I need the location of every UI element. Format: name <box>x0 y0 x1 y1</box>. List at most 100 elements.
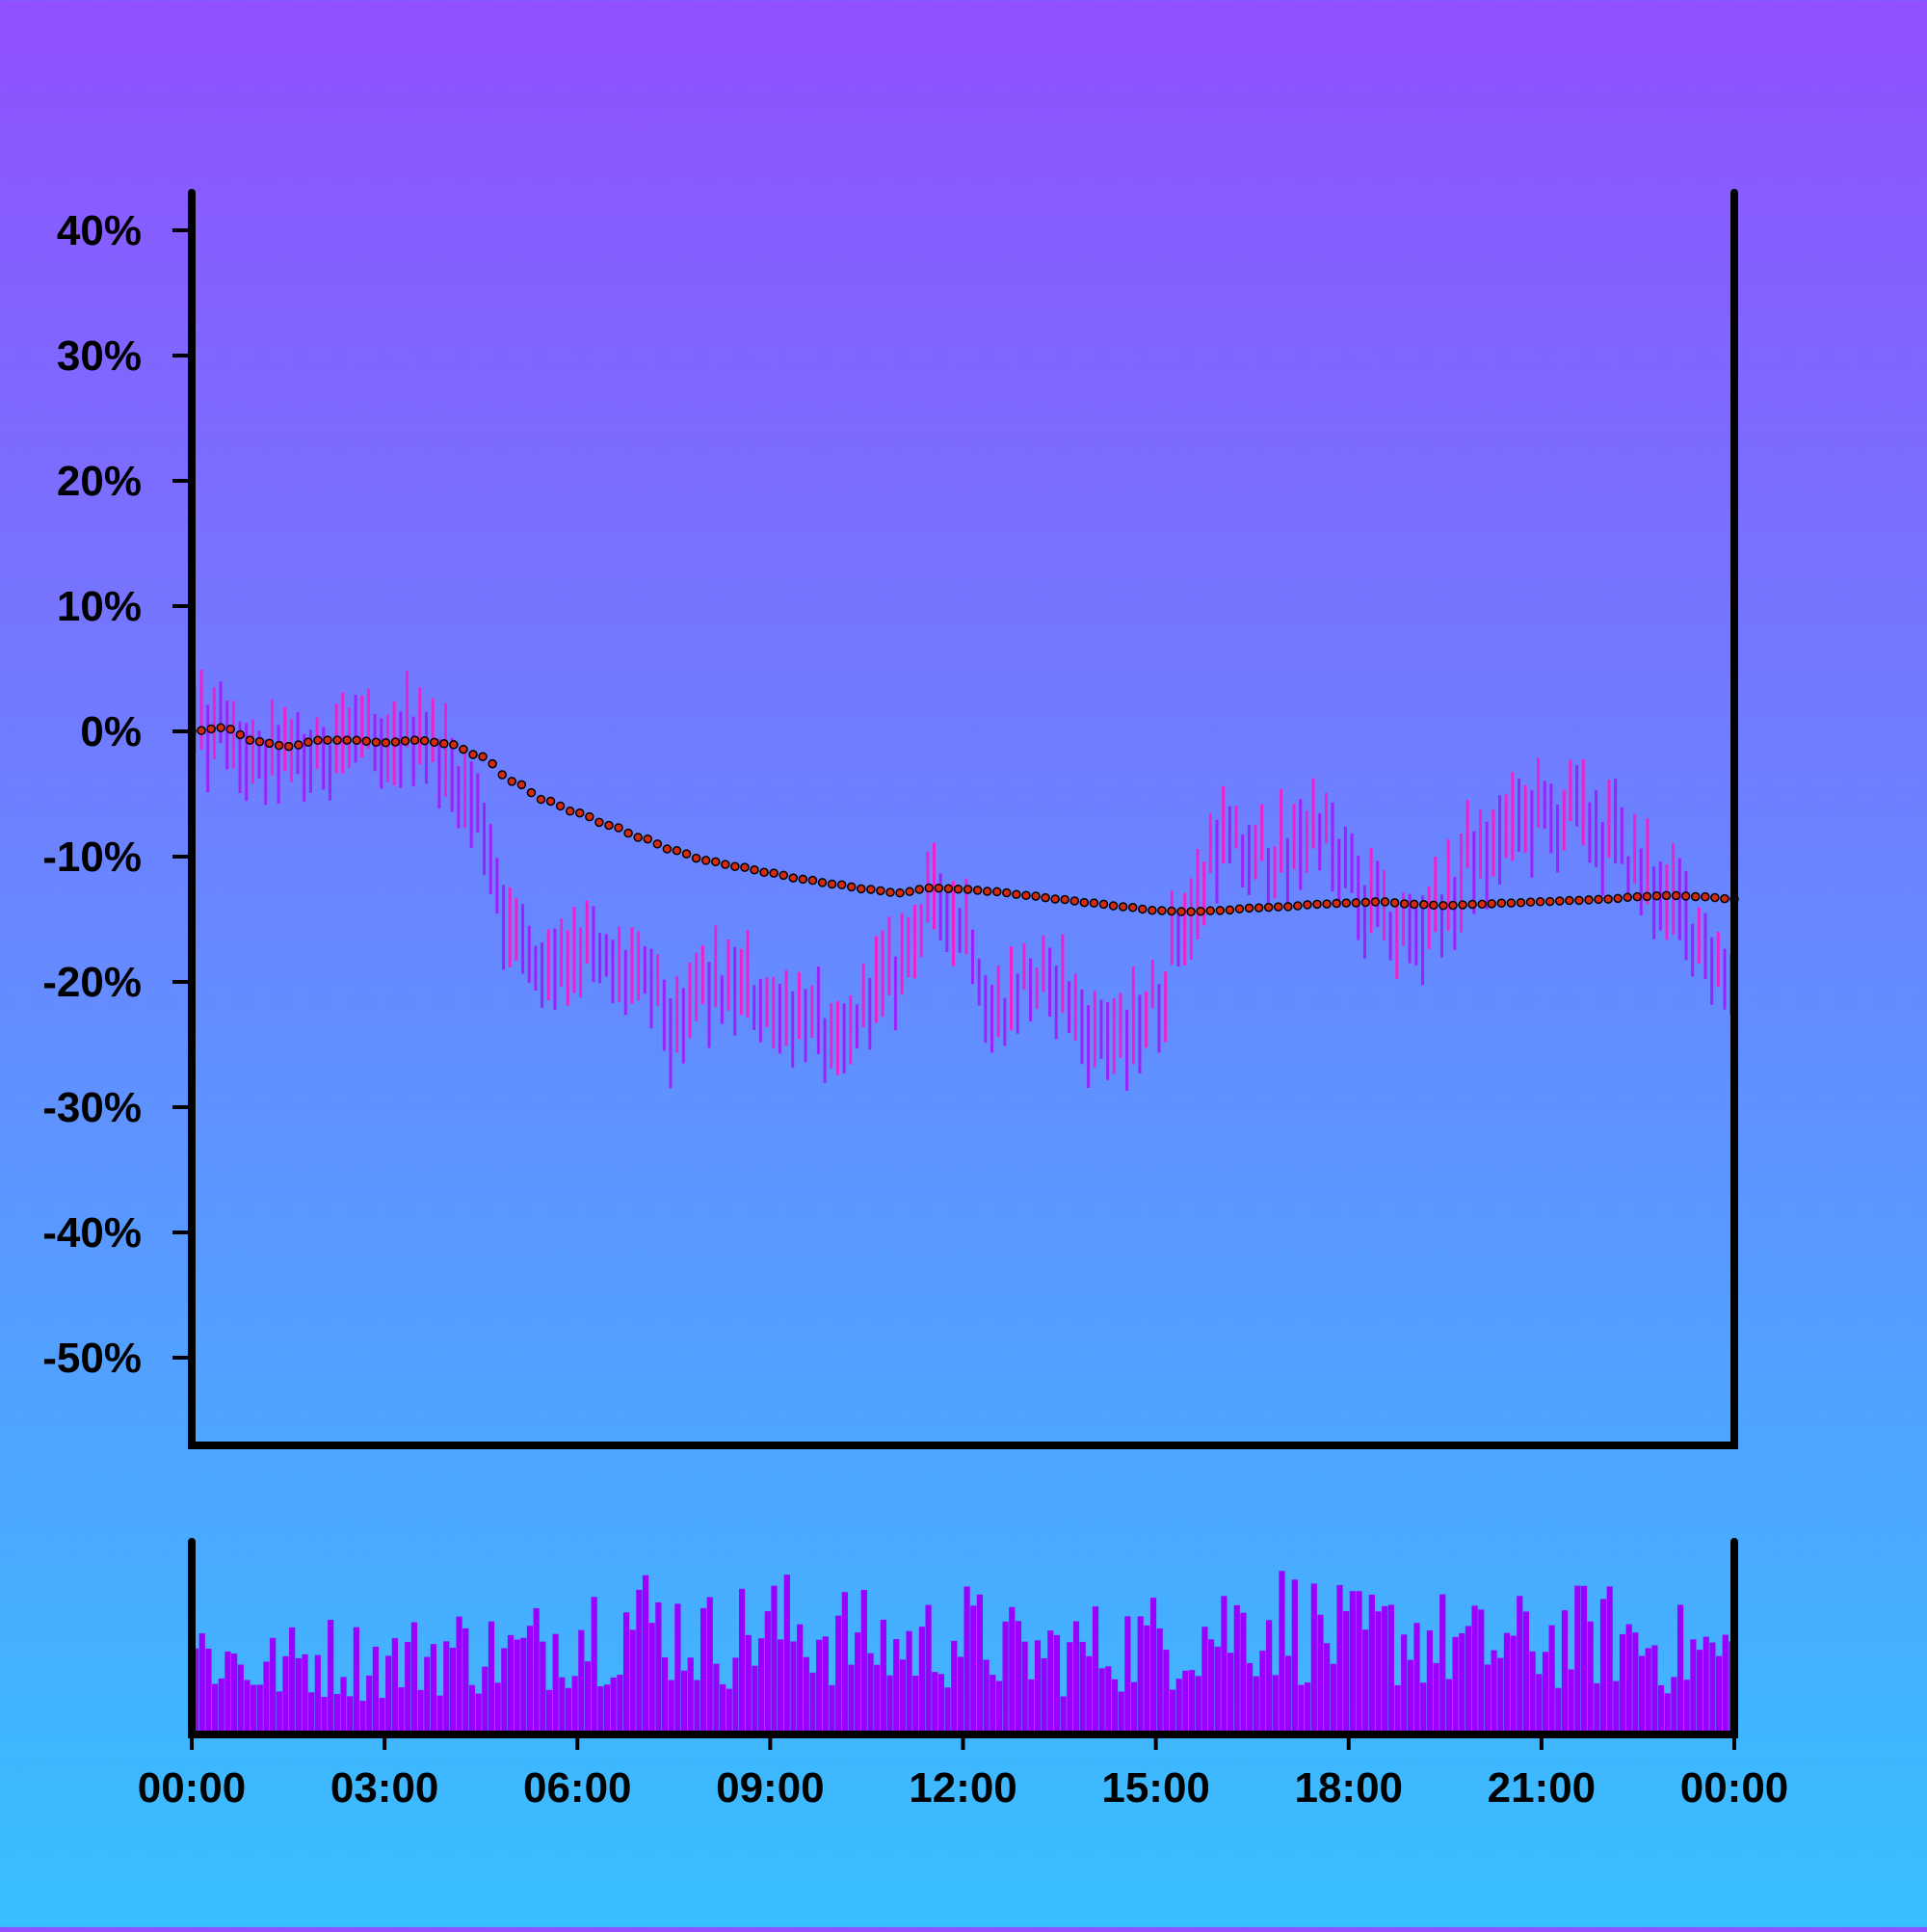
moving-average-point <box>991 887 1002 897</box>
volume-bar <box>430 1644 436 1734</box>
volume-bar <box>661 1656 669 1734</box>
volume-bar <box>1671 1677 1677 1734</box>
volume-bar <box>1542 1652 1549 1734</box>
volume-bar <box>1484 1664 1491 1734</box>
volume-bar <box>1317 1614 1324 1734</box>
volume-bar <box>237 1664 244 1734</box>
volume-bar <box>848 1664 855 1734</box>
moving-average-point <box>876 886 885 896</box>
volume-bar <box>1028 1679 1035 1734</box>
volume-bar <box>1349 1591 1356 1734</box>
volume-bar <box>256 1684 263 1734</box>
moving-average-point <box>439 739 449 749</box>
moving-average-point <box>1234 904 1245 913</box>
volume-bar <box>1156 1628 1163 1734</box>
x-tick-label: 03:00 <box>330 1764 439 1812</box>
volume-bar <box>783 1575 790 1734</box>
volume-bar <box>514 1639 520 1734</box>
volume-bar <box>752 1665 758 1734</box>
moving-average-point <box>643 834 653 844</box>
volume-bar <box>1285 1655 1292 1734</box>
moving-average-point <box>1021 890 1031 901</box>
volume-bar <box>1387 1604 1394 1734</box>
volume-bar <box>1149 1598 1157 1734</box>
volume-bar <box>1459 1632 1465 1734</box>
volume-bar <box>1439 1594 1446 1734</box>
volume-bar <box>944 1687 951 1734</box>
volume-bar <box>405 1641 411 1734</box>
x-tick-label: 06:00 <box>523 1764 632 1812</box>
volume-bar <box>565 1687 572 1734</box>
volume-bar <box>526 1626 534 1734</box>
volume-bar <box>379 1698 385 1734</box>
y-tick-label: 10% <box>57 583 142 630</box>
x-tick-label: 12:00 <box>909 1764 1017 1812</box>
volume-bar <box>1619 1633 1626 1734</box>
volume-bar <box>1491 1650 1497 1734</box>
volume-bar <box>706 1597 713 1734</box>
volume-bar <box>1009 1606 1016 1734</box>
volume-bars-layer <box>193 1571 1735 1734</box>
moving-average-point <box>371 737 382 748</box>
volume-bar <box>1272 1675 1279 1734</box>
moving-average-point <box>914 885 924 894</box>
volume-bar <box>1676 1604 1684 1734</box>
moving-average-point <box>1283 902 1293 912</box>
volume-bar <box>880 1619 886 1734</box>
volume-bar <box>559 1677 566 1734</box>
moving-average-point <box>1690 891 1701 902</box>
moving-average-point <box>1002 887 1012 898</box>
moving-average-point <box>1419 899 1429 910</box>
moving-average-point <box>1069 896 1080 906</box>
volume-bar <box>212 1683 219 1734</box>
volume-bar <box>1606 1586 1613 1734</box>
moving-average-point <box>672 846 682 856</box>
volume-bar <box>1362 1629 1369 1734</box>
volume-bar <box>1478 1609 1485 1734</box>
volume-bar <box>1015 1621 1022 1734</box>
volume-bar <box>443 1641 450 1734</box>
moving-average-point <box>710 857 721 867</box>
volume-bar <box>398 1687 405 1734</box>
volume-bar <box>436 1695 443 1734</box>
volume-bar <box>1657 1684 1665 1734</box>
moving-average-point <box>1079 897 1090 908</box>
volume-bar <box>1221 1596 1227 1734</box>
moving-average-point <box>1477 899 1487 910</box>
volume-bar <box>482 1666 488 1734</box>
volume-bar <box>925 1604 932 1734</box>
y-tick-label: -50% <box>42 1335 142 1382</box>
volume-bar <box>1207 1639 1215 1734</box>
volume-bar <box>1356 1591 1362 1734</box>
moving-average-point <box>1012 889 1021 900</box>
volume-bar <box>1195 1676 1201 1734</box>
main-plot-frame <box>188 189 1738 1449</box>
moving-average-point <box>798 874 808 885</box>
volume-bar <box>726 1688 732 1734</box>
volume-bar <box>1310 1583 1317 1734</box>
volume-bar <box>951 1640 958 1734</box>
volume-bar <box>1625 1624 1632 1734</box>
moving-average-point <box>1555 896 1565 906</box>
moving-average-point <box>1661 890 1672 901</box>
volume-bar <box>1638 1655 1646 1734</box>
volume-bar <box>617 1675 623 1734</box>
volume-bar <box>687 1657 694 1734</box>
volume-bar <box>732 1657 739 1734</box>
moving-average-point <box>633 833 643 842</box>
volume-bar <box>758 1638 765 1734</box>
price-bars-layer <box>193 670 1733 1091</box>
volume-bar <box>899 1659 906 1734</box>
volume-bar <box>918 1627 925 1734</box>
moving-average-point <box>1389 898 1400 908</box>
volume-bar <box>790 1641 797 1734</box>
volume-bar <box>494 1682 501 1734</box>
volume-bar <box>1279 1571 1285 1734</box>
volume-bar <box>694 1680 700 1734</box>
volume-bar <box>1067 1642 1073 1734</box>
moving-average-point <box>1196 906 1205 916</box>
volume-bar <box>1426 1630 1433 1734</box>
moving-average-point <box>1487 899 1497 909</box>
volume-bar <box>1645 1648 1651 1734</box>
